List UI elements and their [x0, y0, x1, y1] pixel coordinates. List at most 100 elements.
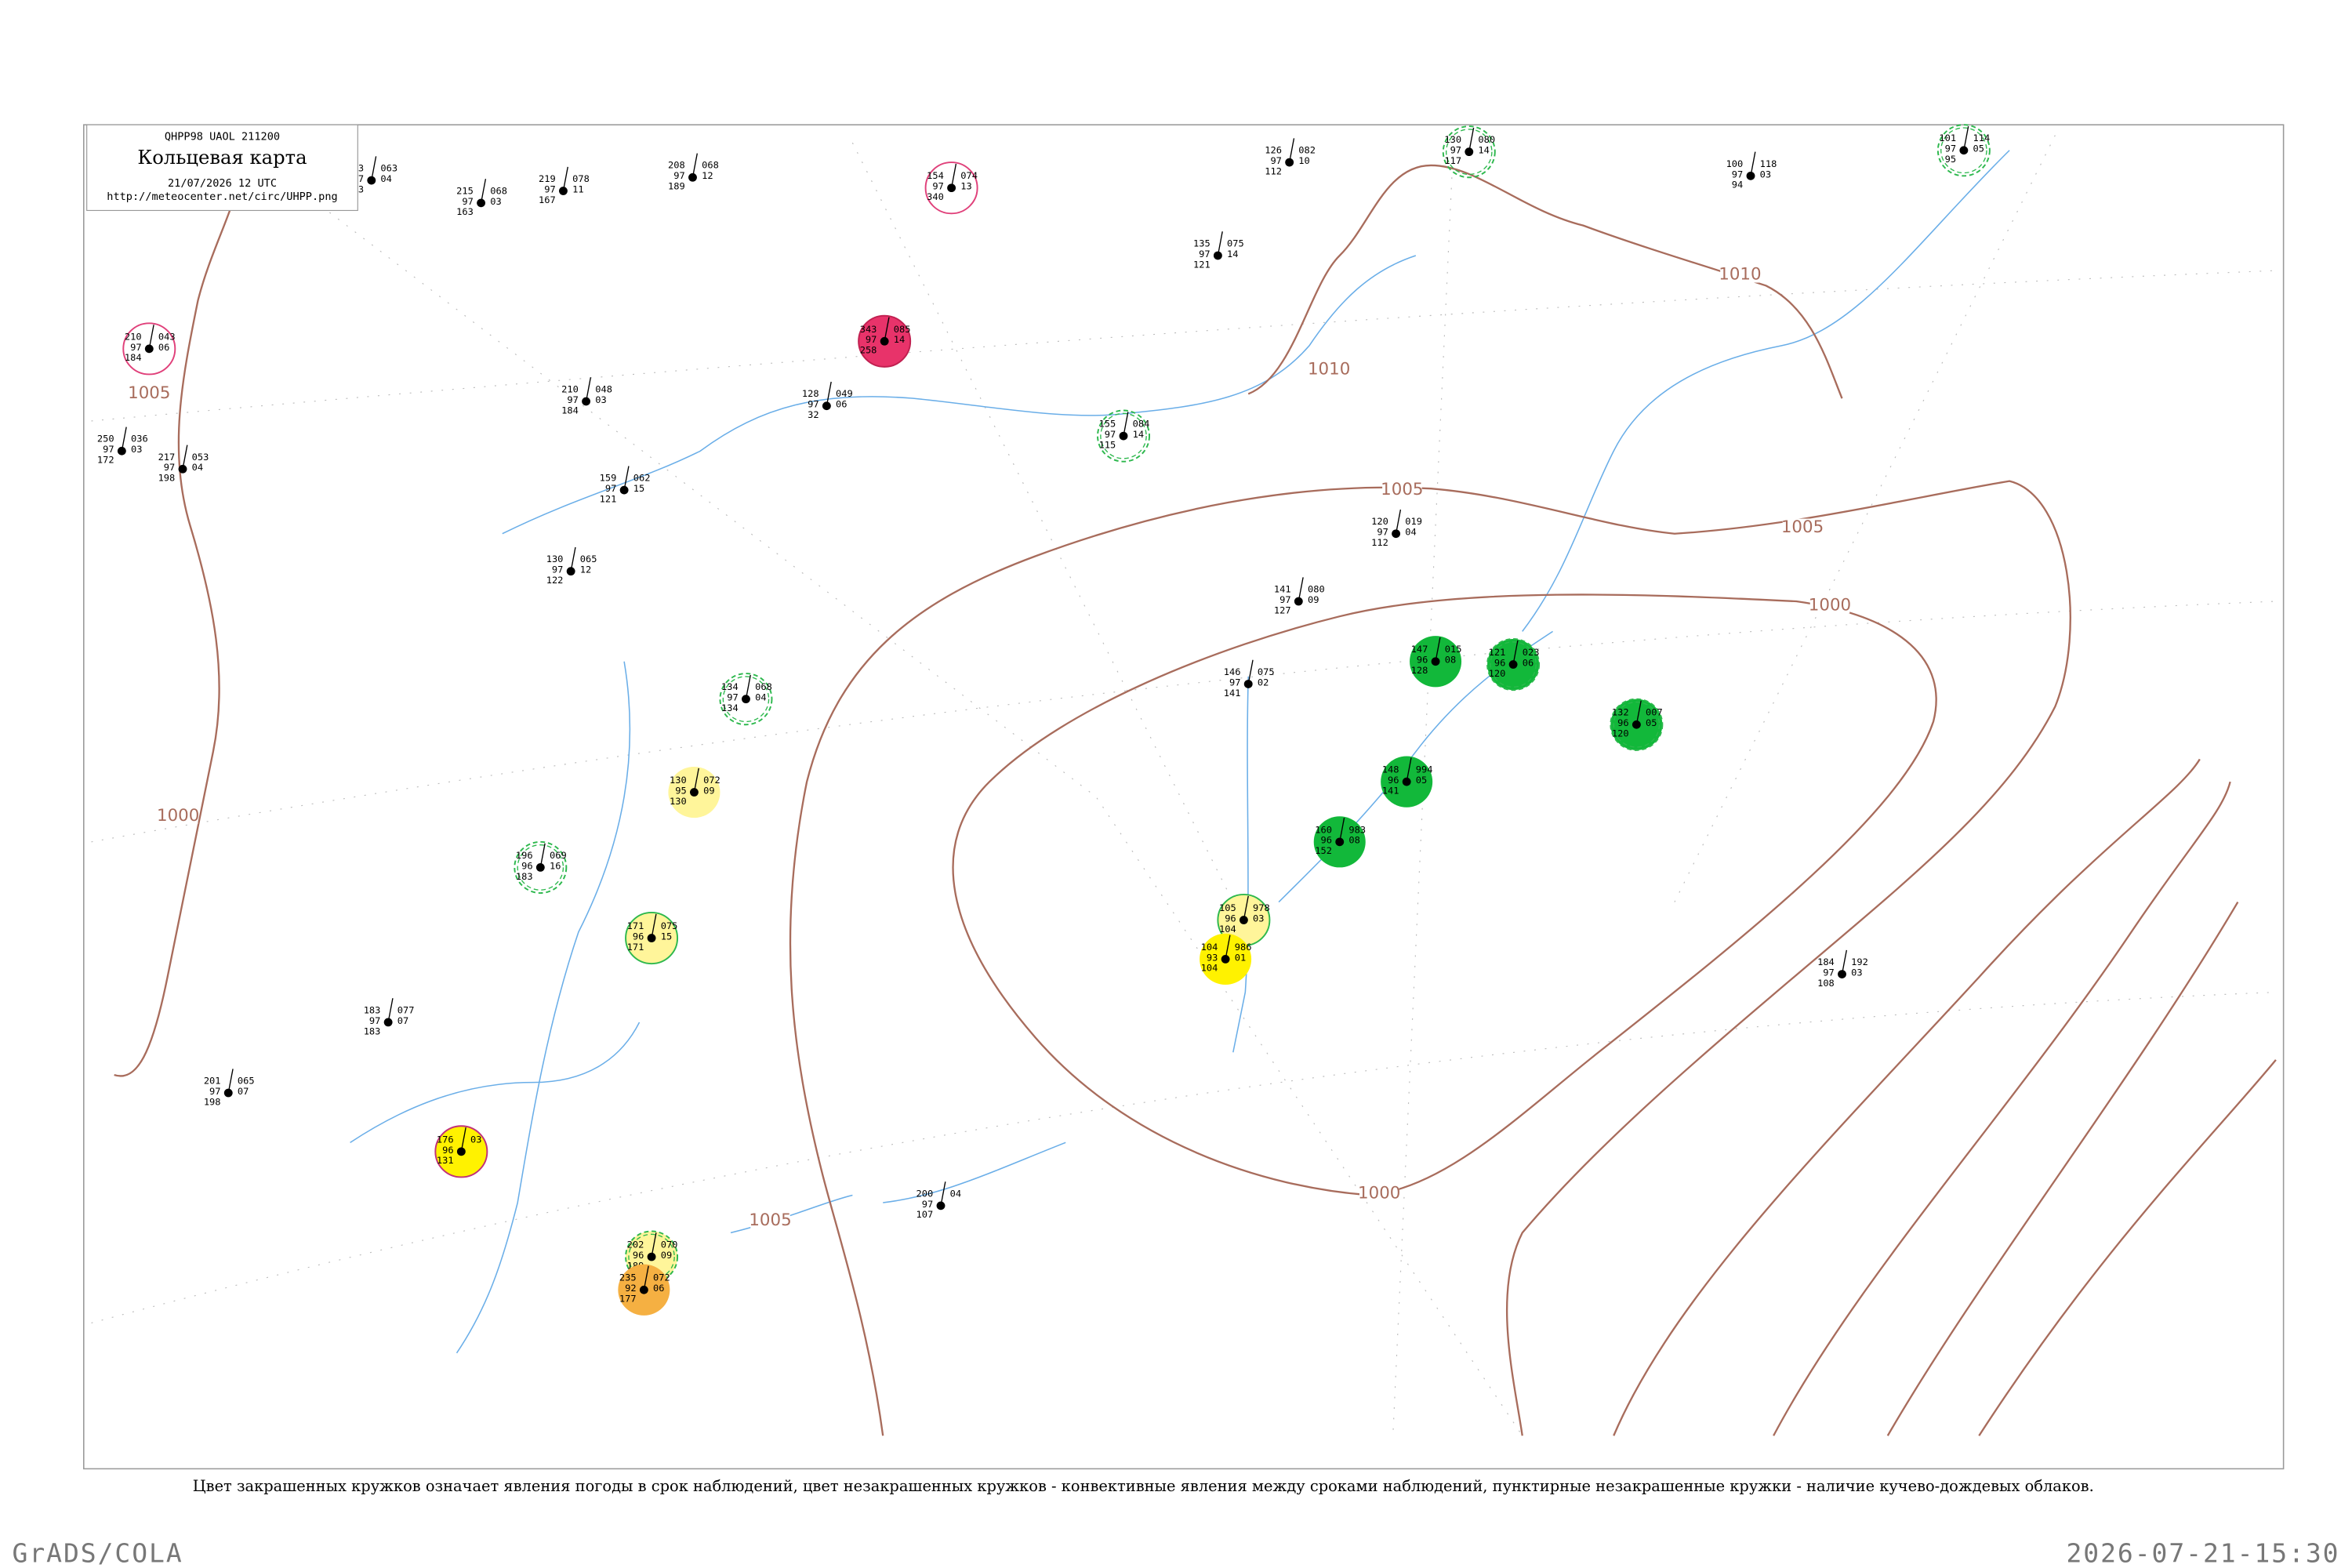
station-value: 258 [860, 345, 877, 356]
map-frame [83, 124, 2285, 1470]
station-value: 14 [1227, 249, 1238, 260]
station-value: 075 [1258, 666, 1275, 677]
station-value: 072 [653, 1272, 670, 1283]
station-value: 154 [927, 170, 944, 181]
wind-barb [1635, 700, 1642, 725]
station-value: 04 [755, 692, 766, 703]
wind-barb [693, 768, 699, 793]
station-value: 007 [1646, 707, 1663, 718]
isobar-label: 1000 [157, 806, 199, 826]
station-value: 210 [561, 384, 579, 395]
wind-barb [950, 163, 957, 188]
station-value: 104 [1219, 924, 1236, 935]
station-value: 131 [437, 1155, 454, 1166]
station-value: 03 [1760, 169, 1771, 180]
station-value: 023 [1523, 647, 1540, 658]
isobar-label: 1005 [749, 1210, 791, 1230]
isobar-label-bg [750, 1211, 790, 1229]
station-value: 122 [546, 575, 564, 586]
wind-barb [1225, 935, 1231, 960]
station-ring [122, 322, 176, 376]
station-value: 200 [916, 1188, 934, 1199]
station-value: 983 [1348, 824, 1366, 835]
station-value: 06 [653, 1283, 664, 1294]
station-value: 92 [625, 1283, 636, 1294]
station-value: 07 [238, 1086, 249, 1097]
station-value: 172 [97, 455, 114, 466]
station-value: 202 [627, 1240, 644, 1250]
station-value: 05 [1416, 775, 1427, 786]
station-value: 210 [125, 331, 142, 342]
station-value: 13 [960, 181, 971, 192]
station-value: 100 [1726, 158, 1744, 169]
wind-barb [1247, 659, 1254, 684]
station-value: 97 [1945, 143, 1956, 154]
station-value: 97 [164, 462, 175, 473]
station-value: 127 [1274, 604, 1291, 615]
station-value: 121 [1489, 647, 1506, 658]
station-value: 94 [1732, 180, 1743, 191]
station-value: 250 [97, 434, 114, 445]
station-value: 235 [619, 1272, 637, 1283]
station-value: 132 [1612, 707, 1629, 718]
station-value: 068 [490, 185, 507, 196]
wind-barb [121, 426, 127, 452]
station-value: 208 [668, 160, 685, 171]
isobar-label-bg [1382, 481, 1422, 498]
station-value: 97 [462, 196, 473, 207]
station-value: 082 [1298, 145, 1316, 156]
station-value: 198 [204, 1096, 221, 1107]
wind-barb [1512, 640, 1519, 665]
isobar-label-bg [1720, 266, 1760, 283]
isobar-label-bg [1359, 1185, 1399, 1202]
station-value: 121 [600, 494, 617, 505]
station-ring [1486, 637, 1541, 691]
station-value: 14 [1133, 429, 1144, 440]
station-value: 14 [1478, 145, 1489, 156]
isobar-label-bg [1782, 518, 1823, 535]
station-value: 97 [552, 564, 563, 575]
station-value: 97 [1823, 967, 1834, 978]
wind-barb [570, 546, 576, 572]
wind-barb [745, 674, 751, 699]
station-value: 97 [369, 1015, 380, 1026]
station-value: 134 [721, 681, 739, 692]
station-ring [858, 314, 912, 368]
station-value: 97 [1450, 145, 1461, 156]
wind-barb [1750, 151, 1756, 176]
station-value: 084 [1133, 419, 1150, 430]
station-ring [719, 673, 773, 726]
station-value: 105 [1219, 902, 1236, 913]
station-value: 08 [1348, 835, 1359, 846]
station-value: 152 [1315, 845, 1332, 856]
wind-barb [480, 179, 487, 203]
isobar-label-bg [1809, 597, 1850, 614]
station-value: 32 [808, 409, 818, 420]
station-value: 126 [1265, 145, 1282, 156]
station-value: 104 [1201, 963, 1218, 974]
station-ring [1442, 125, 1496, 179]
isobar-label: 1000 [1809, 596, 1851, 615]
station-value: 117 [1444, 155, 1461, 166]
station-value: 06 [158, 342, 169, 353]
station-dot [639, 1285, 648, 1294]
station-ring [514, 840, 568, 894]
